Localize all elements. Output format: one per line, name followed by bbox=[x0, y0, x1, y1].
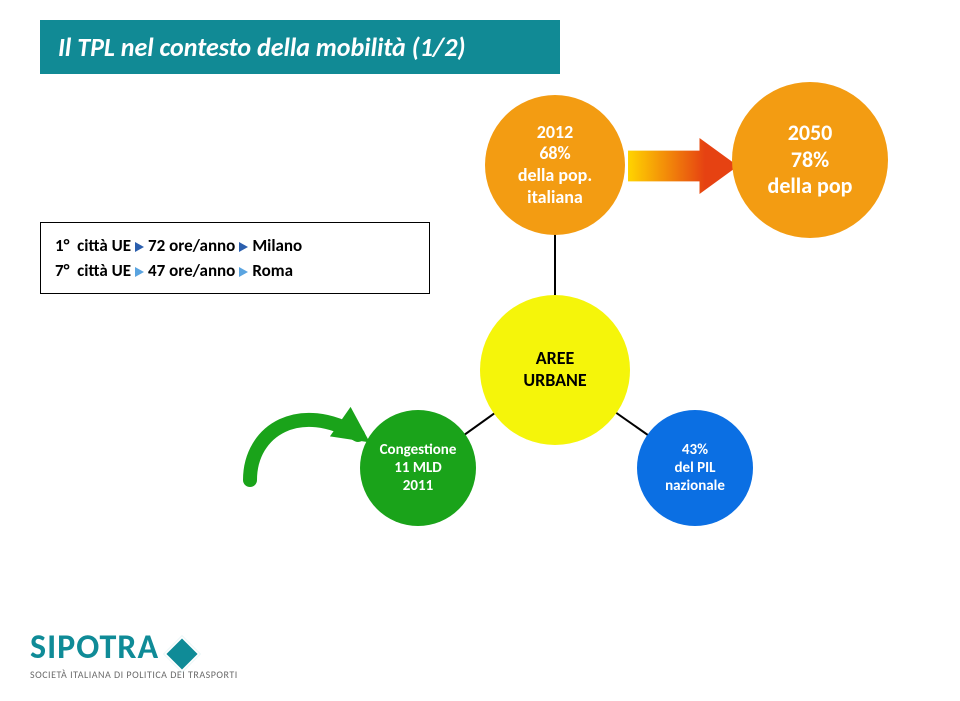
logo-tagline: SOCIETÀ ITALIANA DI POLITICA DEI TRASPOR… bbox=[30, 668, 238, 681]
bubble-line: 68% bbox=[539, 143, 570, 165]
bubble-line: 2050 bbox=[788, 120, 833, 146]
bubble-line: della pop. bbox=[518, 165, 592, 187]
logo: SIPOTRA SOCIETÀ ITALIANA DI POLITICA DEI… bbox=[30, 627, 238, 681]
bubble-line: del PIL bbox=[674, 459, 715, 477]
bubble-pil: 43%del PILnazionale bbox=[637, 410, 753, 526]
bubble-line: 43% bbox=[682, 441, 708, 459]
bubble-congestione: Congestione11 MLD2011 bbox=[360, 410, 476, 526]
slide: Il TPL nel contesto della mobilità (1/2)… bbox=[0, 0, 960, 701]
bubble-line: 2012 bbox=[537, 122, 574, 144]
bubble-pop-2050: 205078%della pop bbox=[732, 82, 888, 238]
bubble-line: 78% bbox=[791, 147, 829, 173]
bubble-line: AREE bbox=[536, 348, 575, 370]
bubble-aree-urbane: AREEURBANE bbox=[480, 295, 630, 445]
bubble-line: 2011 bbox=[403, 477, 433, 495]
bubble-line: URBANE bbox=[523, 370, 586, 392]
bubble-line: Congestione bbox=[380, 441, 457, 459]
bubble-pop-2012: 201268%della pop.italiana bbox=[485, 95, 625, 235]
bubble-line: italiana bbox=[527, 187, 583, 209]
bubble-line: nazionale bbox=[665, 477, 725, 495]
bubble-line: 11 MLD bbox=[394, 459, 442, 477]
bubble-line: della pop bbox=[768, 173, 853, 199]
logo-name: SIPOTRA bbox=[30, 627, 159, 668]
arrow-right-icon bbox=[628, 138, 738, 194]
